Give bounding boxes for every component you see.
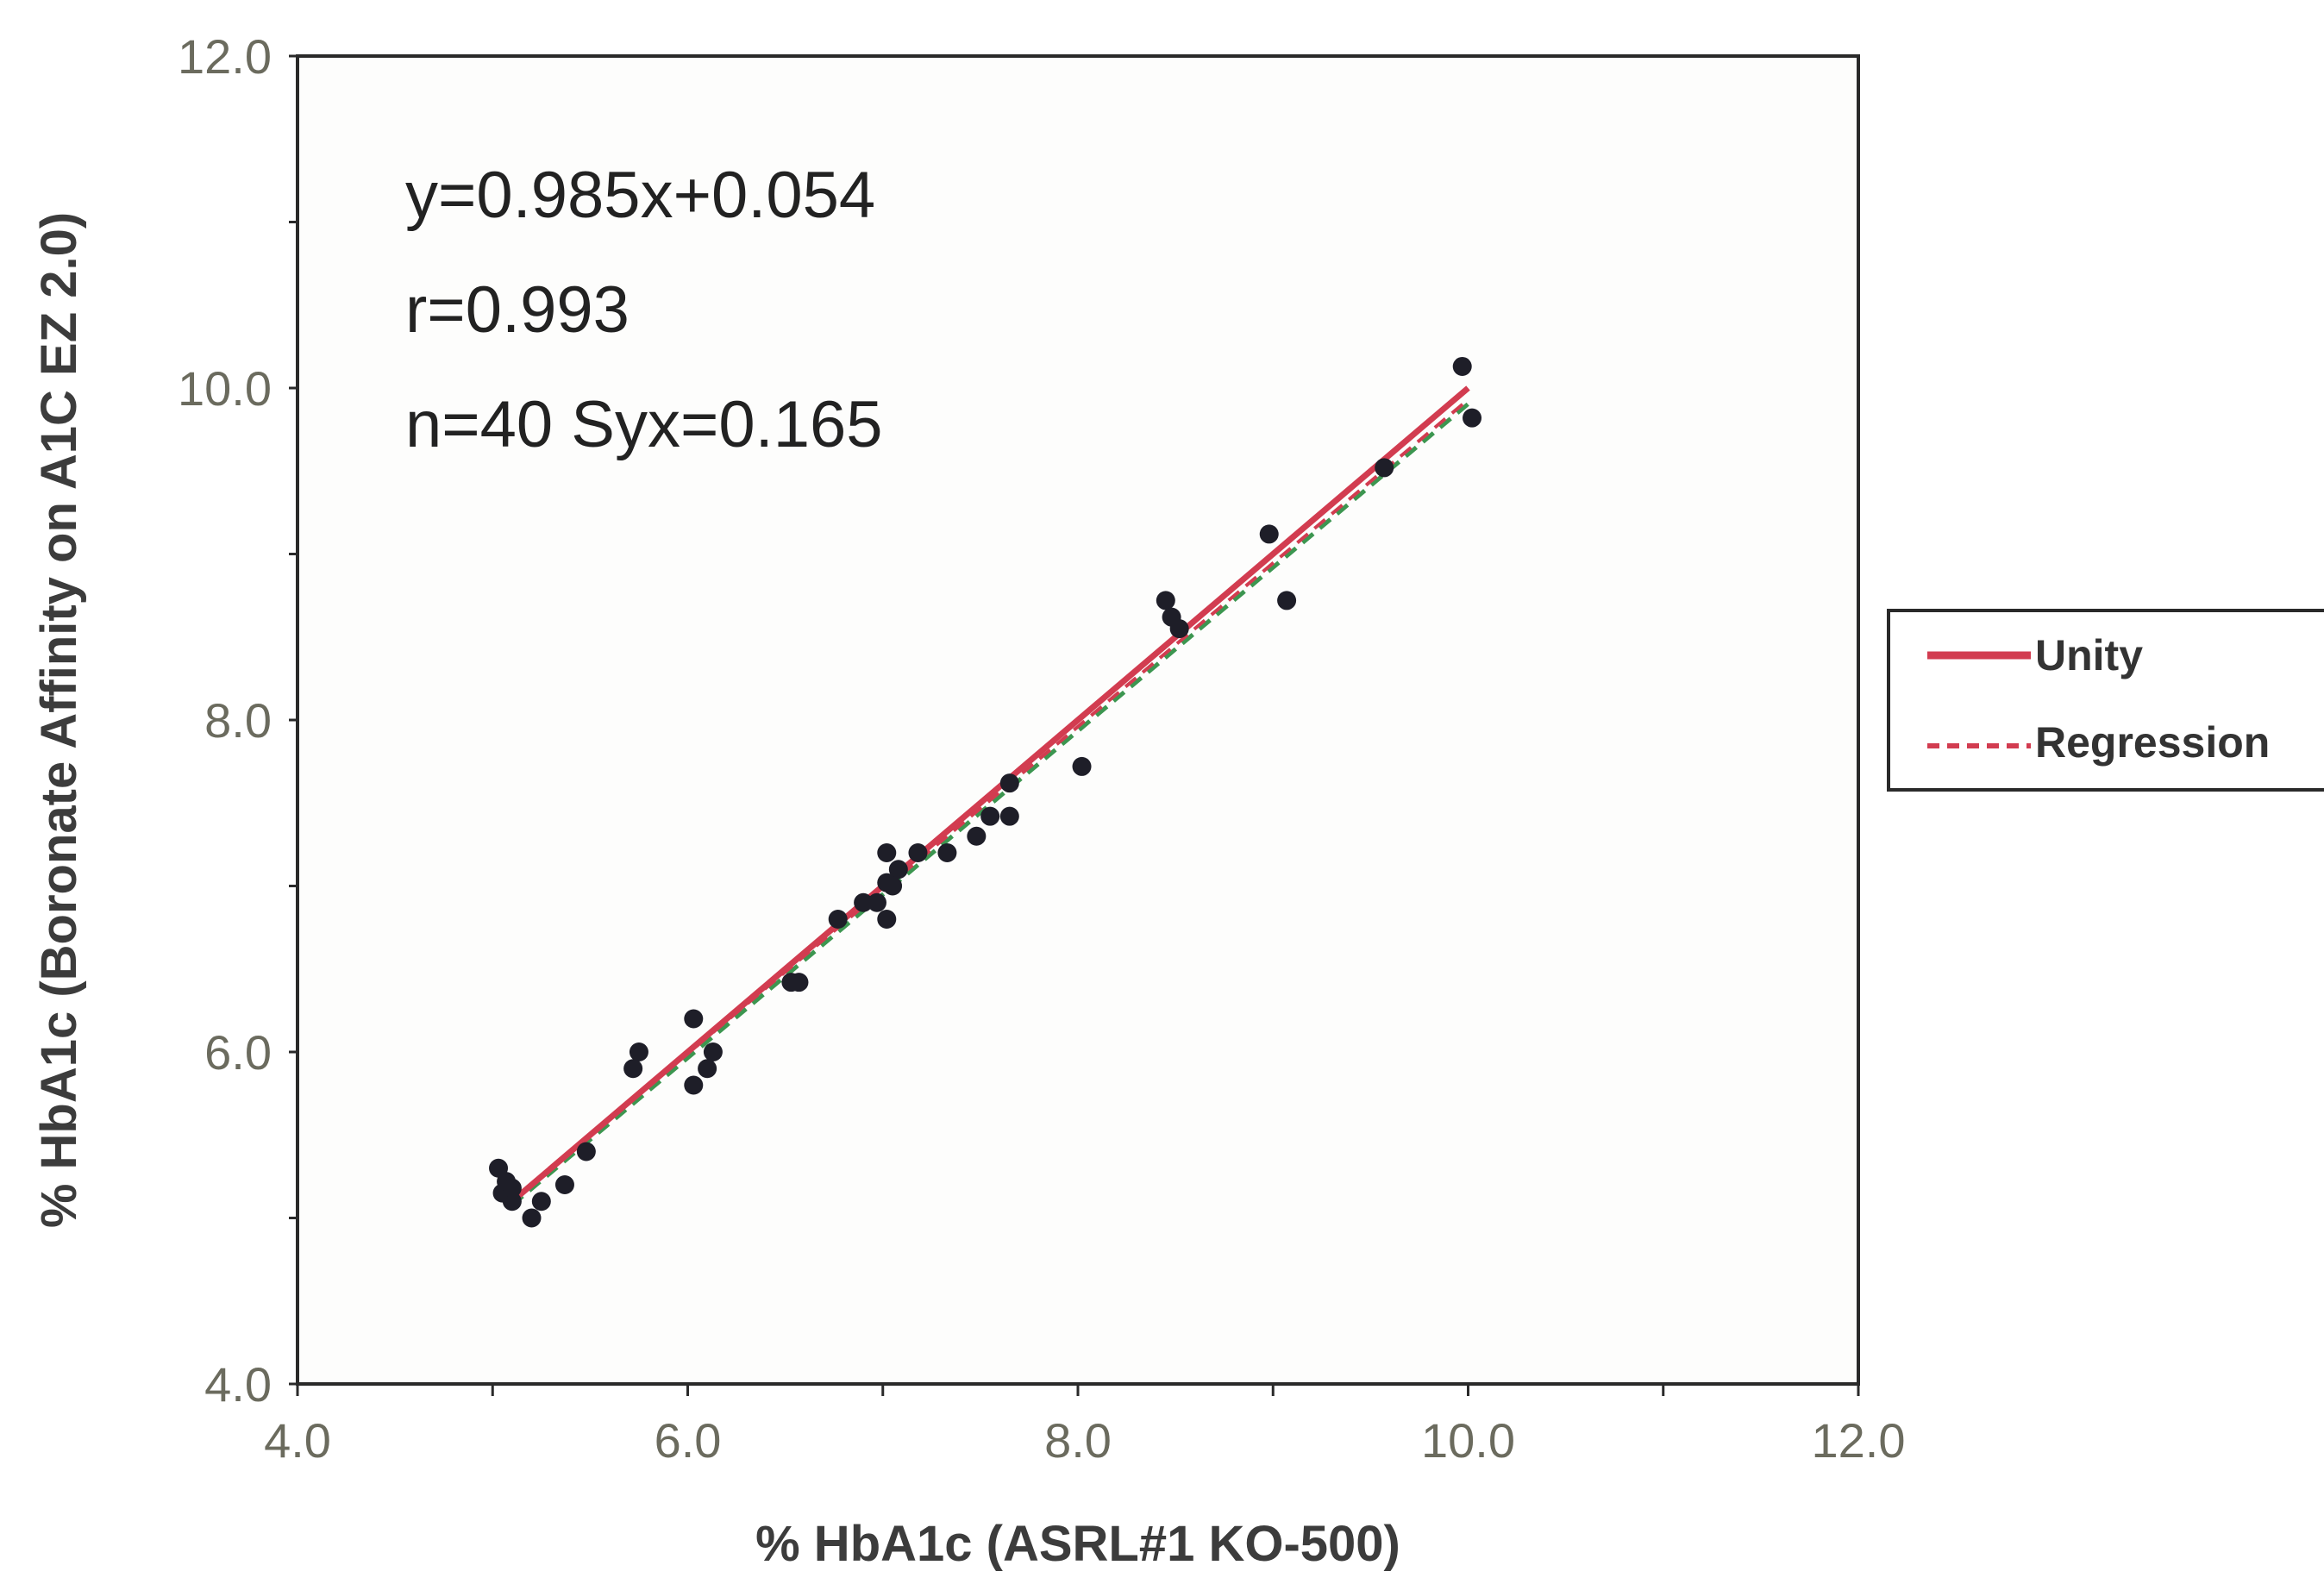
data-point — [877, 843, 897, 862]
data-point — [531, 1192, 551, 1211]
data-point — [867, 892, 886, 912]
y-axis-title: % HbA1c (Boronate Affinity on A1C EZ 2.0… — [31, 212, 87, 1228]
data-point — [888, 860, 908, 880]
data-point — [789, 973, 809, 992]
data-point — [502, 1192, 522, 1211]
data-points — [489, 356, 1482, 1228]
x-axis-title: % HbA1c (ASRL#1 KO-500) — [755, 1516, 1400, 1572]
legend-regression-label: Regression — [2035, 718, 2270, 767]
data-point — [937, 843, 957, 862]
data-point — [877, 910, 897, 929]
data-point — [1277, 591, 1297, 610]
data-point — [980, 806, 1000, 826]
data-point — [908, 843, 928, 862]
data-point — [684, 1009, 704, 1029]
y-tick-label: 12.0 — [178, 29, 272, 84]
data-point — [999, 773, 1019, 793]
x-tick-label: 4.0 — [264, 1413, 331, 1468]
regression-annotation: y=0.985x+0.054 r=0.993 n=40 Syx=0.165 — [405, 159, 883, 461]
data-point — [703, 1042, 723, 1061]
data-point — [1072, 756, 1092, 776]
data-point — [623, 1059, 643, 1079]
data-point — [684, 1075, 704, 1095]
y-tick-label: 4.0 — [204, 1357, 272, 1412]
data-point — [1452, 356, 1472, 376]
annotation-sample-stats: n=40 Syx=0.165 — [405, 388, 883, 461]
y-tick-label: 6.0 — [204, 1025, 272, 1080]
data-point — [629, 1042, 648, 1061]
data-point — [522, 1208, 542, 1228]
legend-unity-label: Unity — [2035, 631, 2143, 679]
x-tick-label: 6.0 — [655, 1413, 722, 1468]
y-tick-label: 8.0 — [204, 693, 272, 748]
legend: Unity Regression — [1887, 609, 2324, 792]
data-point — [1463, 408, 1482, 428]
y-axis: 4.0 6.0 8.0 10.0 12.0 — [178, 29, 298, 1412]
y-tick-label: 10.0 — [178, 361, 272, 416]
regression-line-accent — [511, 402, 1470, 1207]
unity-line — [510, 385, 1470, 1204]
data-point — [1169, 619, 1189, 639]
data-point — [554, 1175, 574, 1194]
line-series — [510, 385, 1470, 1207]
legend-box — [1887, 609, 2324, 792]
x-axis: 4.0 6.0 8.0 10.0 12.0 — [264, 1384, 1906, 1468]
annotation-correlation: r=0.993 — [405, 273, 630, 347]
data-point — [576, 1142, 596, 1161]
data-point — [698, 1059, 717, 1079]
data-point — [828, 910, 848, 929]
data-point — [502, 1178, 522, 1198]
data-point — [877, 873, 897, 892]
data-point — [1259, 524, 1279, 544]
data-point — [999, 806, 1019, 826]
data-point — [1156, 591, 1175, 610]
annotation-equation: y=0.985x+0.054 — [405, 159, 875, 232]
x-tick-label: 8.0 — [1044, 1413, 1112, 1468]
x-tick-label: 10.0 — [1421, 1413, 1515, 1468]
x-tick-label: 12.0 — [1812, 1413, 1906, 1468]
data-point — [967, 826, 987, 846]
data-point — [854, 892, 874, 912]
data-point — [1375, 458, 1394, 478]
